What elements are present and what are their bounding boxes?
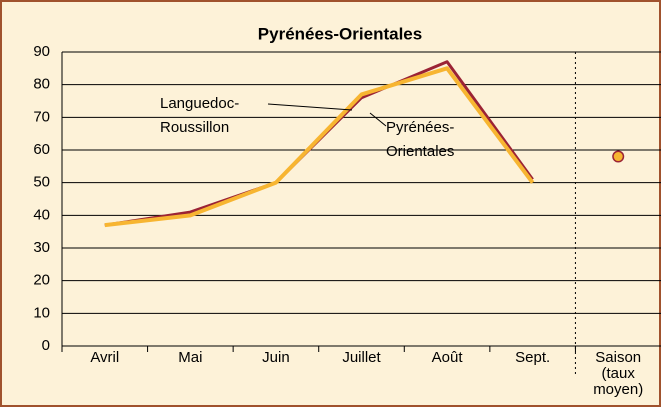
series-label: Pyrénées-Orientales (386, 119, 455, 160)
chart-title: Pyrénées-Orientales (258, 24, 422, 43)
series-line (104, 66, 535, 228)
y-tick-label: 10 (33, 304, 50, 321)
y-tick-label: 20 (33, 272, 50, 289)
y-tick-label: 80 (33, 76, 50, 93)
series-label: Languedoc-Roussillon (160, 95, 240, 136)
x-tick-label: Juin (262, 349, 290, 366)
leader-line (369, 112, 387, 127)
x-tick-label: Avril (90, 349, 120, 366)
y-tick-label: 90 (33, 43, 50, 60)
leader-line (267, 103, 353, 111)
y-tick-label: 60 (33, 141, 50, 158)
y-tick-label: 70 (33, 108, 50, 125)
season-marker (613, 152, 623, 162)
x-tick-label: Mai (178, 349, 203, 366)
y-tick-label: 0 (42, 337, 50, 354)
x-tick-label: Saison (taux moyen) (593, 349, 644, 398)
x-tick-label: Juillet (342, 349, 381, 366)
x-tick-label: Août (431, 349, 463, 366)
y-tick-label: 40 (33, 206, 50, 223)
y-tick-label: 30 (33, 239, 50, 256)
x-tick-label: Sept. (515, 349, 551, 366)
y-tick-label: 50 (33, 174, 50, 191)
